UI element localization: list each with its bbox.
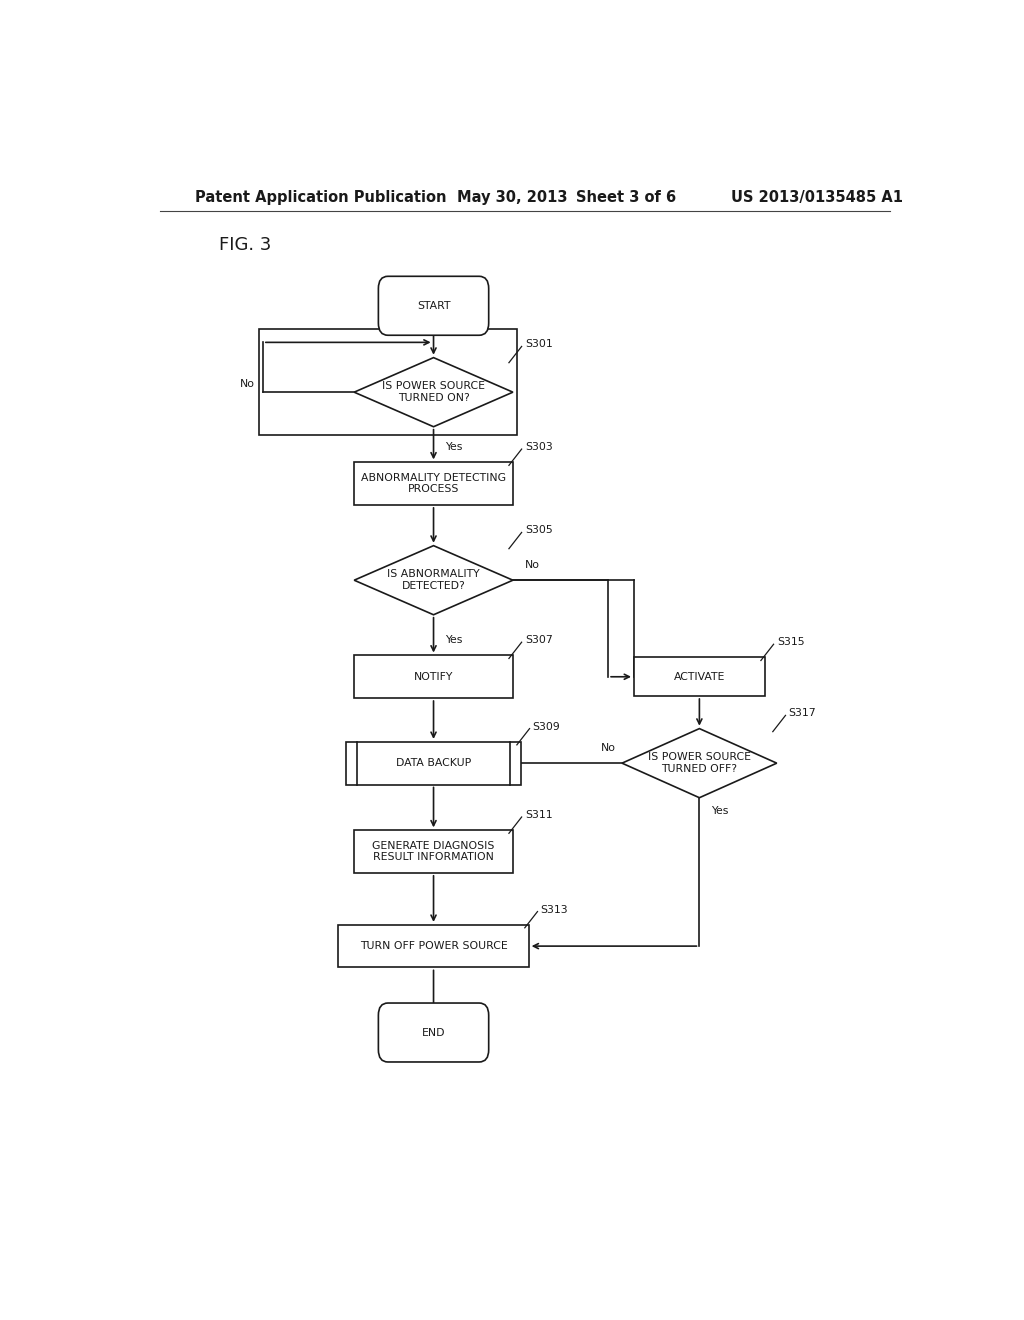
FancyBboxPatch shape [379, 276, 488, 335]
Bar [338, 925, 528, 968]
Bar [354, 462, 513, 506]
Text: S301: S301 [524, 339, 553, 350]
Text: START: START [417, 301, 451, 310]
Text: May 30, 2013: May 30, 2013 [458, 190, 568, 205]
Text: IS ABNORMALITY
DETECTED?: IS ABNORMALITY DETECTED? [387, 569, 480, 591]
Text: S305: S305 [524, 525, 553, 536]
Text: NOTIFY: NOTIFY [414, 672, 454, 681]
Text: Yes: Yes [712, 805, 729, 816]
Text: S315: S315 [777, 638, 805, 647]
Text: S309: S309 [532, 722, 560, 731]
Bar [259, 329, 517, 434]
Text: S311: S311 [524, 810, 552, 820]
Text: S303: S303 [524, 442, 553, 453]
Bar [634, 657, 765, 696]
Text: No: No [601, 743, 615, 752]
Text: DATA BACKUP: DATA BACKUP [396, 758, 471, 768]
Text: FIG. 3: FIG. 3 [219, 236, 271, 253]
Polygon shape [354, 358, 513, 426]
Text: ABNORMALITY DETECTING
PROCESS: ABNORMALITY DETECTING PROCESS [361, 473, 506, 495]
Text: END: END [422, 1027, 445, 1038]
Text: ACTIVATE: ACTIVATE [674, 672, 725, 681]
Text: Sheet 3 of 6: Sheet 3 of 6 [577, 190, 677, 205]
Text: Yes: Yes [445, 442, 463, 453]
Text: US 2013/0135485 A1: US 2013/0135485 A1 [731, 190, 903, 205]
Bar [346, 742, 521, 784]
Bar [354, 830, 513, 873]
Text: S307: S307 [524, 635, 553, 645]
Polygon shape [622, 729, 777, 797]
Text: No: No [524, 560, 540, 570]
Text: No: No [240, 379, 255, 389]
FancyBboxPatch shape [379, 1003, 488, 1063]
Text: S317: S317 [788, 709, 816, 718]
Text: TURN OFF POWER SOURCE: TURN OFF POWER SOURCE [359, 941, 508, 952]
Text: IS POWER SOURCE
TURNED OFF?: IS POWER SOURCE TURNED OFF? [648, 752, 751, 774]
Text: GENERATE DIAGNOSIS
RESULT INFORMATION: GENERATE DIAGNOSIS RESULT INFORMATION [373, 841, 495, 862]
Text: S313: S313 [541, 904, 568, 915]
Bar [354, 656, 513, 698]
Text: Yes: Yes [445, 635, 463, 645]
Polygon shape [354, 545, 513, 615]
Text: Patent Application Publication: Patent Application Publication [196, 190, 446, 205]
Text: IS POWER SOURCE
TURNED ON?: IS POWER SOURCE TURNED ON? [382, 381, 485, 403]
